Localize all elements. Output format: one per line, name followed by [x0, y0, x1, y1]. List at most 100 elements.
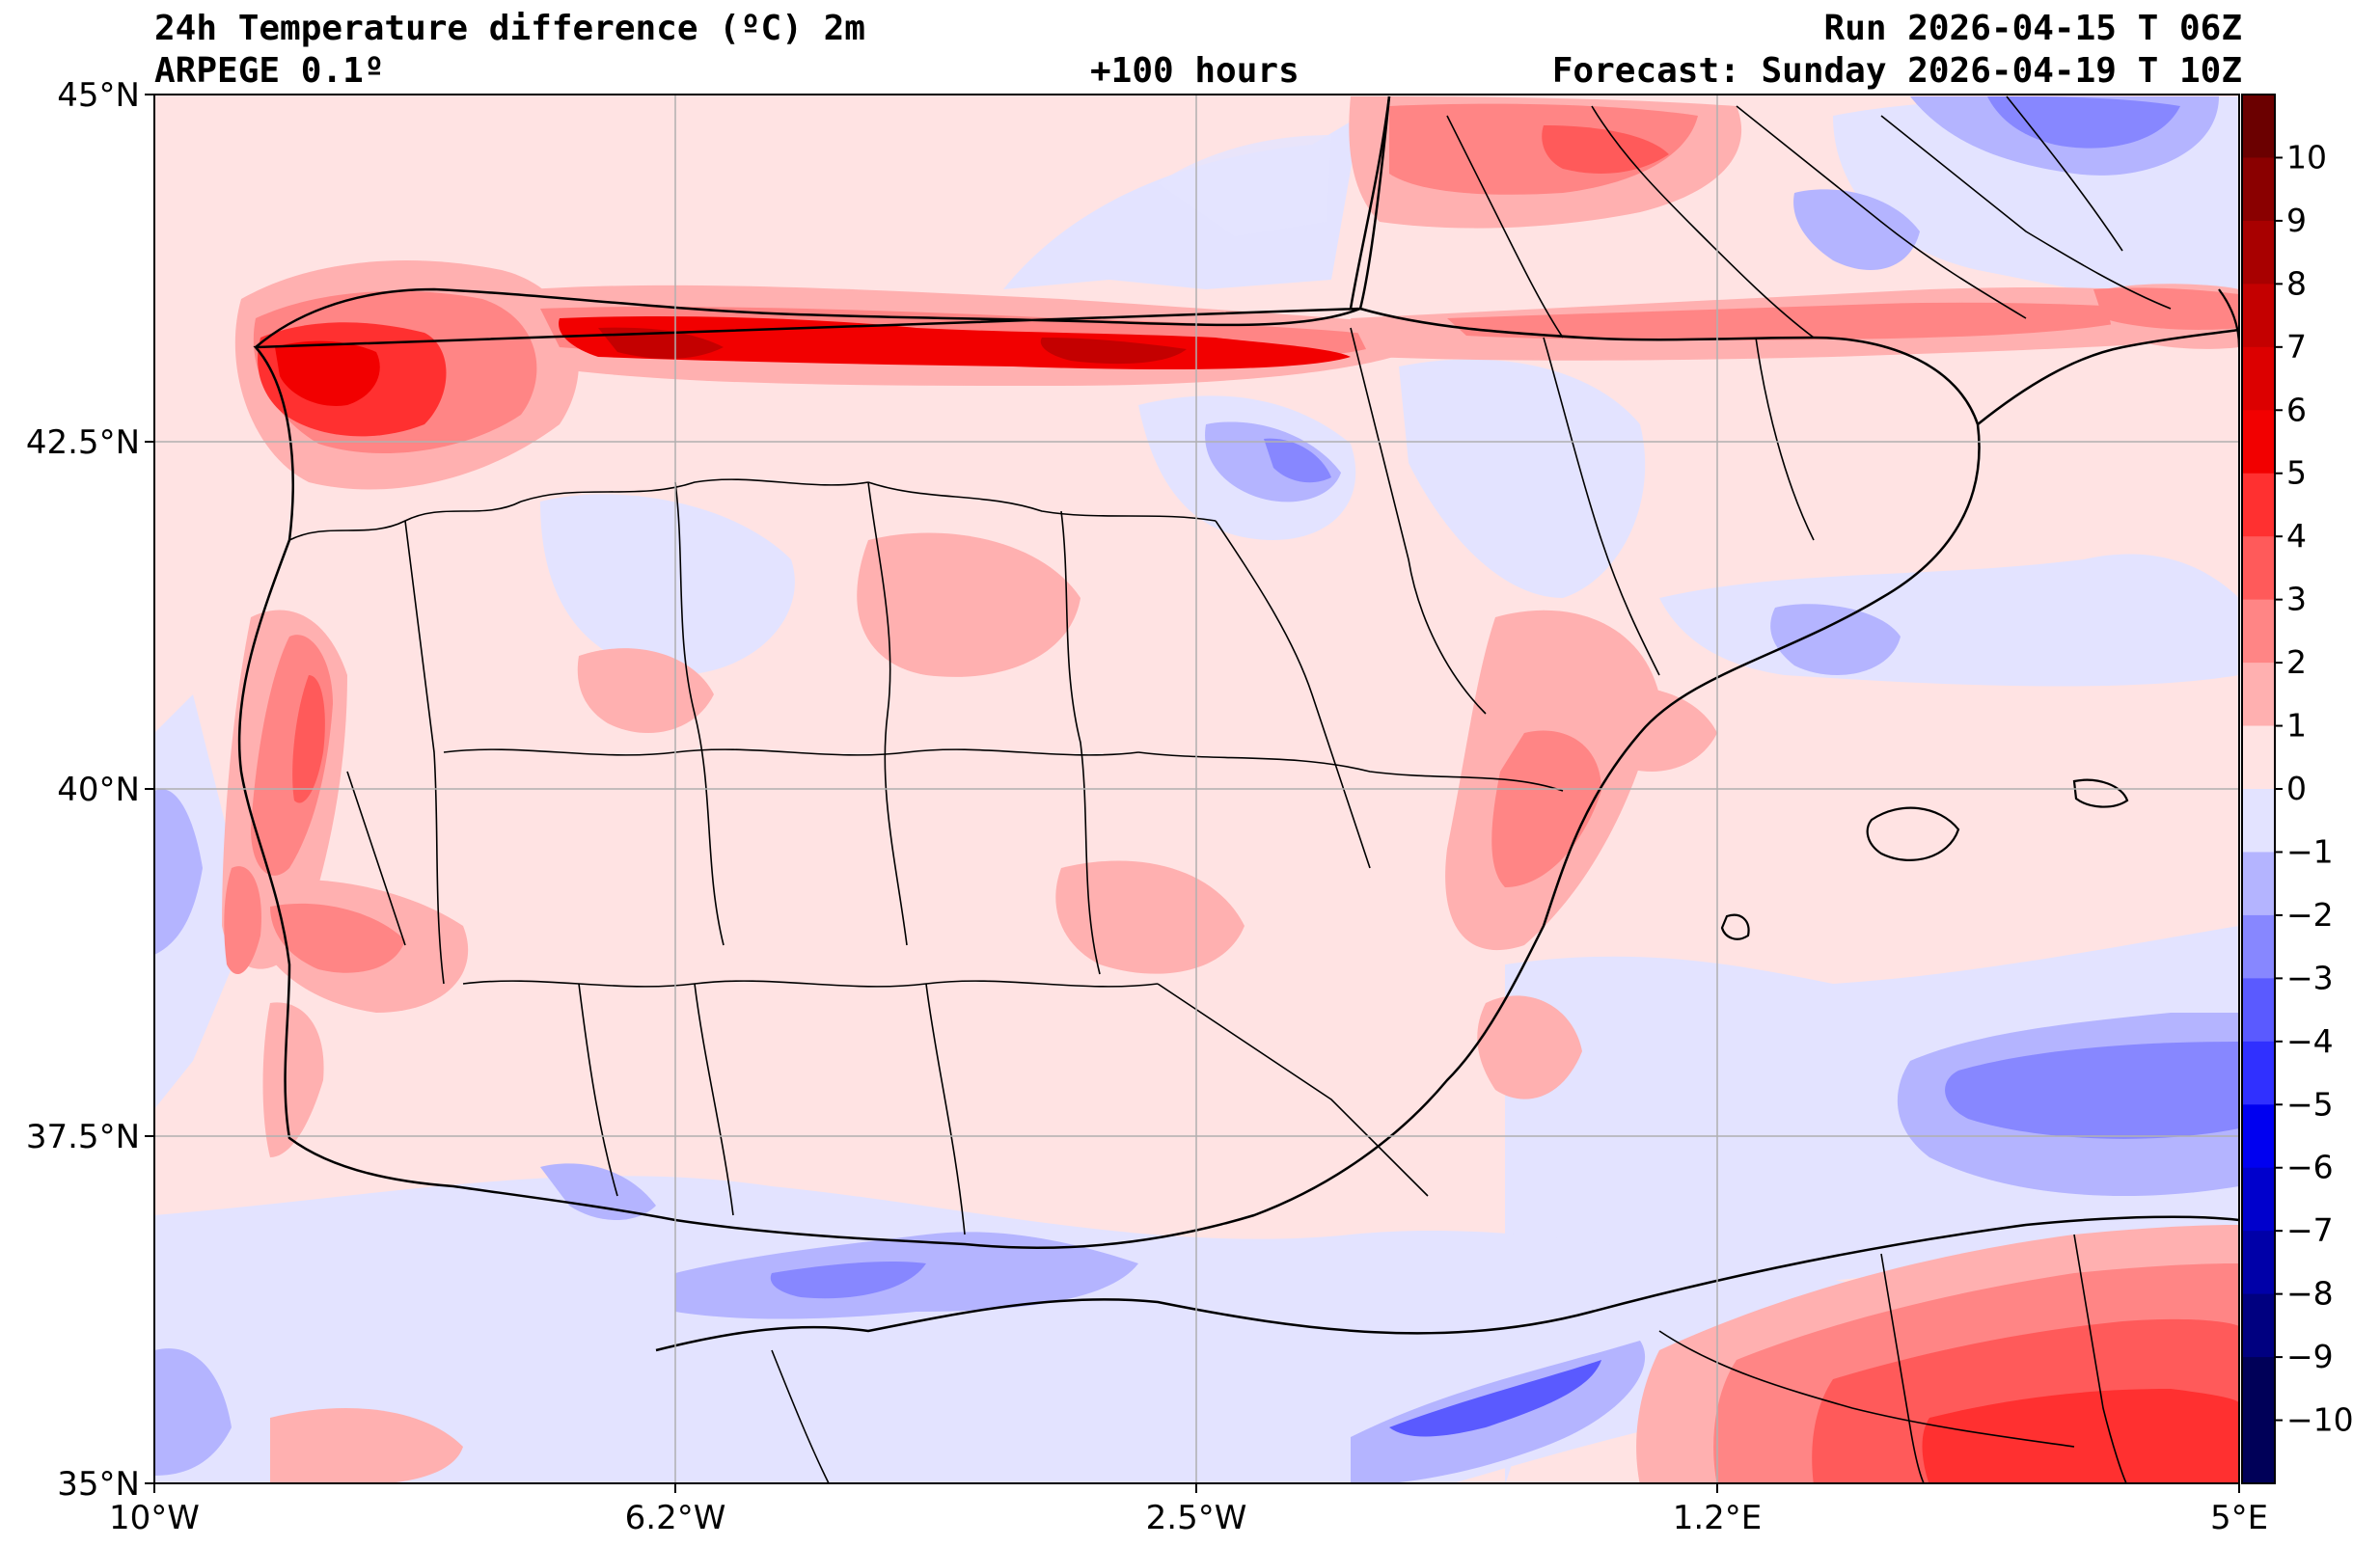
- colorbar-tick-label: 10: [2286, 138, 2327, 176]
- colorbar-segment: [2242, 789, 2275, 853]
- colorbar-tick-label: −9: [2286, 1338, 2334, 1375]
- ibiza: [1720, 913, 1750, 940]
- colorbar-tick-label: −2: [2286, 896, 2334, 934]
- colorbar-tick-label: 3: [2286, 581, 2307, 618]
- colorbar-tick-label: 2: [2286, 643, 2307, 681]
- tick-marks: [145, 94, 2240, 1493]
- field-south-warm-2: [270, 903, 405, 973]
- lon-tick-label: 5°E: [2210, 1499, 2268, 1537]
- colorbar-tick-label: 1: [2286, 707, 2307, 745]
- field-cantabria-warm-5: [1040, 338, 1187, 365]
- run-label: Run 2026-04-15 T 06Z: [1823, 9, 2242, 48]
- mallorca: [1866, 806, 1960, 861]
- lat-tick-label: 45°N: [57, 76, 140, 115]
- field-alps-cold-2: [1987, 96, 2180, 149]
- lon-tick-label: 10°W: [109, 1499, 200, 1537]
- lat-tick-label: 42.5°N: [26, 423, 140, 462]
- field-algarve-warm: [262, 1002, 324, 1157]
- lat-tick-label: 35°N: [57, 1465, 140, 1504]
- colorbar-segment: [2242, 1167, 2275, 1232]
- field-africa-sw-warm: [270, 1408, 463, 1483]
- colorbar-segment: [2242, 1231, 2275, 1295]
- colorbar-segment: [2242, 1041, 2275, 1105]
- africa-coastline: [655, 1215, 2239, 1352]
- colorbar-segment: [2242, 1293, 2275, 1358]
- field-gibraltar-cold: [540, 1163, 656, 1220]
- colorbar-tick-label: 5: [2286, 454, 2307, 492]
- colorbar-segment: [2242, 914, 2275, 979]
- colorbar-segment: [2242, 536, 2275, 601]
- field-valencia-warm: [1580, 687, 1717, 772]
- lon-tick-label: 2.5°W: [1146, 1499, 1247, 1537]
- model-label: ARPEGE 0.1º: [154, 51, 385, 91]
- colorbar-tick-label: −4: [2286, 1022, 2334, 1060]
- colorbar-tick-label: 4: [2286, 517, 2307, 555]
- colorbar-segment: [2242, 346, 2275, 411]
- colorbar-segment: [2242, 284, 2275, 348]
- iberia-coastline: [237, 95, 1981, 1249]
- colorbar-tick-label: 9: [2286, 202, 2307, 239]
- colorbar-tick-label: 0: [2286, 770, 2307, 807]
- menorca: [2072, 778, 2129, 808]
- colorbar-tick-label: −10: [2286, 1401, 2354, 1439]
- field-med-cold-2: [1945, 1042, 2239, 1139]
- field-portugal-warm-3: [292, 675, 325, 803]
- field-nw-warm-4: [275, 340, 380, 406]
- france-coastline: [1349, 95, 2239, 425]
- field-ebro-cold-2: [1264, 438, 1331, 483]
- field-cantabria-warm-4: [598, 327, 724, 359]
- colorbar-segment: [2242, 978, 2275, 1043]
- colorbar-tick-label: −6: [2286, 1149, 2334, 1186]
- coastlines: [237, 95, 2239, 1352]
- field-central-warm-3: [577, 648, 714, 733]
- colorbar-segment: [2242, 220, 2275, 285]
- colorbar-tick-label: −8: [2286, 1275, 2334, 1313]
- field-coast-warm-2: [1447, 302, 2171, 340]
- field-central-warm: [857, 532, 1081, 677]
- field-africa-warm-4: [1922, 1389, 2239, 1483]
- field-west-cool: [540, 494, 795, 675]
- colorbar-tick-label: −1: [2286, 832, 2334, 870]
- colorbar-tick-label: −5: [2286, 1085, 2334, 1123]
- field-alboran-cold-2: [770, 1262, 926, 1299]
- lat-tick-label: 37.5°N: [26, 1118, 140, 1156]
- lon-tick-label: 1.2°E: [1673, 1499, 1763, 1537]
- colorbar-segment: [2242, 725, 2275, 790]
- field-pyrenees-warm-3: [1542, 125, 1669, 174]
- gridlines: [154, 95, 2239, 1483]
- field-sardinia-warm: [2093, 287, 2239, 330]
- lead-time-label: +100 hours: [1090, 51, 1299, 91]
- colorbar-tick-label: 8: [2286, 264, 2307, 302]
- lat-tick-label: 40°N: [57, 771, 140, 809]
- colorbar-tick-label: 7: [2286, 328, 2307, 366]
- colorbar-segment: [2242, 599, 2275, 664]
- admin-borders: [288, 95, 2172, 1483]
- colorbar-segment: [2242, 1357, 2275, 1483]
- field-africa-cold-2: [1389, 1360, 1601, 1437]
- field-med-coast-warm-2: [1491, 730, 1601, 887]
- field-bay-biscay-2: [1158, 135, 1331, 236]
- field-lisbon-warm: [224, 866, 261, 974]
- colorbar-segment: [2242, 663, 2275, 727]
- field-sw-cold: [154, 1348, 232, 1476]
- field-massif-cold: [1793, 189, 1920, 270]
- colorbar-segment: [2242, 410, 2275, 475]
- lon-tick-label: 6.2°W: [625, 1499, 726, 1537]
- field-murcia-warm: [1477, 995, 1582, 1099]
- field-nw-sea-cold: [154, 789, 203, 955]
- field-central-warm-2: [1055, 860, 1245, 974]
- chart-title: 24h Temperature difference (ºC) 2m: [154, 9, 865, 48]
- colorbar-segment: [2242, 95, 2275, 158]
- colorbar-segment: [2242, 473, 2275, 537]
- field-balearic-cold: [1770, 604, 1901, 675]
- colorbar-segment: [2242, 157, 2275, 222]
- colorbar-tick-label: −3: [2286, 959, 2334, 996]
- field-ebro-cool: [1399, 359, 1646, 598]
- colorbar-segment: [2242, 852, 2275, 916]
- colorbar-tick-label: 6: [2286, 391, 2307, 428]
- colorbar-tick-label: −7: [2286, 1211, 2334, 1249]
- colorbar-segment: [2242, 1104, 2275, 1169]
- forecast-label: Forecast: Sunday 2026-04-19 T 10Z: [1551, 51, 2242, 91]
